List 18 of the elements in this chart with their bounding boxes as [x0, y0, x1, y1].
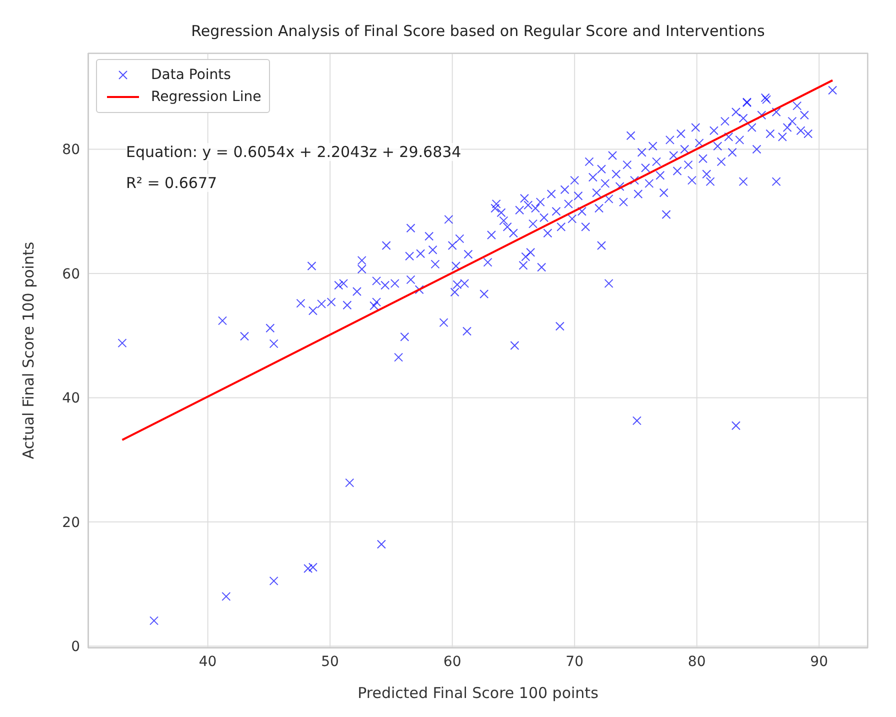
legend-label: Data Points: [151, 66, 231, 85]
annotation: R² = 0.6677: [126, 174, 218, 192]
legend-label: Regression Line: [151, 88, 262, 107]
y-tick-label: 20: [62, 514, 80, 531]
y-tick-label: 0: [71, 639, 80, 656]
x-axis-title: Predicted Final Score 100 points: [358, 684, 599, 702]
y-tick-label: 40: [62, 390, 80, 407]
x-tick-label: 70: [566, 654, 584, 670]
x-tick-label: 90: [810, 654, 828, 670]
y-tick-label: 60: [62, 266, 80, 282]
annotation: Equation: y = 0.6054x + 2.2043z + 29.6834: [126, 143, 462, 161]
y-tick-label: 80: [62, 142, 80, 158]
chart-title: Regression Analysis of Final Score based on Regular Score and Interventions: [190, 22, 766, 40]
x-tick-label: 50: [321, 654, 339, 670]
x-tick-label: 60: [443, 654, 462, 670]
x-tick-label: 40: [198, 654, 217, 670]
y-axis-title: Actual Final Score 100 points: [19, 242, 38, 460]
x-tick-label: 80: [688, 654, 706, 670]
